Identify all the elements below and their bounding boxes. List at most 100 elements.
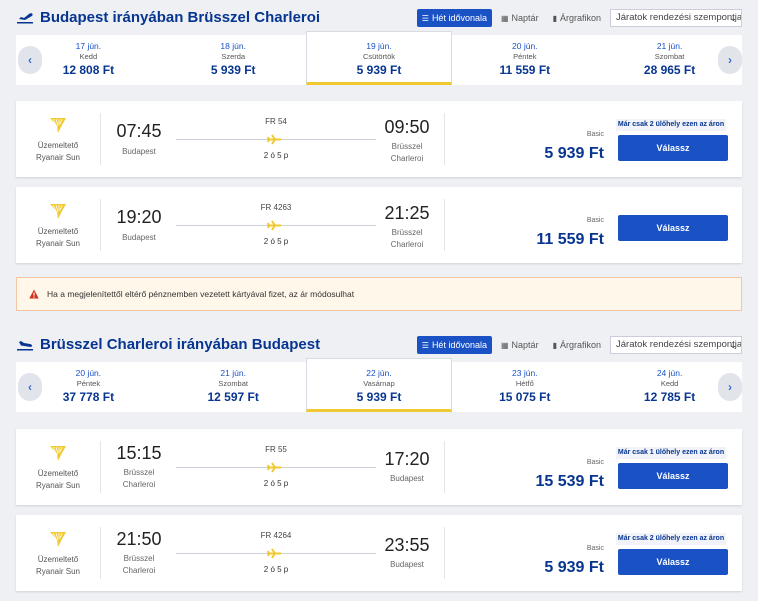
select-flight-button[interactable]: Válassz: [618, 463, 728, 489]
plane-icon: [267, 220, 281, 231]
arrival-city-line2: Charleroi: [390, 154, 424, 163]
outbound-date-strip: ‹ 17 jún. Kedd 12 808 Ft 18 jún. Szerda 5 93…: [16, 31, 742, 85]
fare-type: Basic: [586, 545, 604, 552]
chart-view-button[interactable]: ▮ Árgrafikon: [547, 9, 606, 27]
divider: [100, 113, 101, 165]
flight-price: 5 939 Ft: [544, 559, 604, 576]
select-flight-button[interactable]: Válassz: [618, 215, 728, 241]
divider: [100, 527, 101, 579]
outbound-header: Budapest irányában Brüsszel Charleroi ☰ H…: [0, 7, 758, 33]
plane-landing-icon: [17, 340, 33, 350]
select-flight-button[interactable]: Válassz: [618, 135, 728, 161]
bar-chart-icon: ▮: [552, 340, 557, 350]
date-cell[interactable]: 17 jún. Kedd 12 808 Ft: [62, 41, 115, 77]
week-view-button[interactable]: ☰ Hét idővonala: [416, 336, 492, 354]
seats-left-badge: Már csak 1 ülőhely ezen az áron: [616, 447, 726, 459]
chevron-down-icon: ⌄: [729, 13, 737, 23]
bar-chart-icon: ▮: [552, 13, 557, 23]
date-cell-selected[interactable]: 22 jún. Vasárnap 5 939 Ft: [305, 358, 453, 412]
arrival-time: 17:20: [384, 449, 430, 469]
next-week-button[interactable]: ›: [718, 373, 742, 401]
airline-info: Üzemeltető Ryanair Sun: [16, 429, 100, 505]
flight-card[interactable]: Üzemeltető Ryanair Sun 07:45 Budapest FR…: [16, 101, 742, 177]
warning-triangle-icon: [29, 289, 39, 299]
flight-duration: 2 ó 5 p: [263, 151, 289, 160]
departure-city-line2: Charleroi: [122, 480, 156, 489]
departure-time: 21:50: [116, 529, 162, 549]
prev-week-button[interactable]: ‹: [18, 373, 42, 401]
flight-card[interactable]: Üzemeltető Ryanair Sun 15:15 Brüsszel Ch…: [16, 429, 742, 505]
timeline-icon: ☰: [421, 13, 429, 23]
flight-duration: 2 ó 5 p: [263, 565, 289, 574]
select-flight-button[interactable]: Válassz: [618, 549, 728, 575]
calendar-icon: ▦: [500, 340, 509, 350]
calendar-view-button[interactable]: ▦ Naptár: [495, 9, 544, 27]
date-cell[interactable]: 21 jún. Szombat 28 965 Ft: [643, 41, 696, 77]
divider: [444, 199, 445, 251]
date-cell[interactable]: 21 jún. Szombat 12 597 Ft: [207, 368, 259, 404]
arrival-time: 09:50: [384, 117, 430, 137]
fare-type: Basic: [586, 217, 604, 224]
date-cell[interactable]: 24 jún. Kedd 12 785 Ft: [643, 368, 696, 404]
divider: [444, 441, 445, 493]
plane-takeoff-icon: [17, 12, 33, 23]
flight-number: FR 55: [265, 445, 287, 454]
flight-number: FR 4263: [260, 203, 292, 212]
seats-left-badge: Már csak 2 ülőhely ezen az áron: [616, 533, 726, 545]
flight-card[interactable]: Üzemeltető Ryanair Sun 21:50 Brüsszel Ch…: [16, 515, 742, 591]
airline-info: Üzemeltető Ryanair Sun: [16, 101, 100, 177]
ryanair-harp-icon: [50, 532, 66, 547]
sort-dropdown[interactable]: Járatok rendezési szempontja: ⌄: [610, 9, 742, 27]
divider: [100, 199, 101, 251]
flight-card[interactable]: Üzemeltető Ryanair Sun 19:20 Budapest FR…: [16, 187, 742, 263]
divider: [100, 441, 101, 493]
ryanair-harp-icon: [50, 204, 66, 219]
chevron-down-icon: ⌄: [729, 340, 737, 350]
flight-price: 15 539 Ft: [535, 473, 604, 490]
date-cell-selected[interactable]: 19 jún. Csütörtök 5 939 Ft: [305, 31, 453, 85]
plane-icon: [267, 548, 281, 559]
departure-time: 19:20: [116, 207, 162, 227]
arrival-city-line2: Charleroi: [390, 240, 424, 249]
arrival-city: Brüsszel: [391, 228, 423, 237]
calendar-icon: ▦: [500, 13, 509, 23]
date-cell[interactable]: 23 jún. Hétfő 15 075 Ft: [499, 368, 551, 404]
week-view-button[interactable]: ☰ Hét idővonala: [416, 9, 492, 27]
departure-time: 07:45: [116, 121, 162, 141]
arrival-city: Budapest: [390, 474, 424, 483]
arrival-city: Brüsszel: [391, 142, 423, 151]
arrival-city: Budapest: [390, 560, 424, 569]
date-cell[interactable]: 20 jún. Péntek 37 778 Ft: [62, 368, 115, 404]
divider: [444, 527, 445, 579]
plane-icon: [267, 462, 281, 473]
date-cell[interactable]: 18 jún. Szerda 5 939 Ft: [210, 41, 256, 77]
date-cell[interactable]: 20 jún. Péntek 11 559 Ft: [499, 41, 551, 77]
return-title: Brüsszel Charleroi irányában Budapest: [16, 336, 320, 353]
currency-warning: Ha a megjelenítettől eltérő pénznemben v…: [16, 277, 742, 311]
flight-duration: 2 ó 5 p: [263, 479, 289, 488]
flight-price: 5 939 Ft: [544, 145, 604, 162]
prev-week-button[interactable]: ‹: [18, 46, 42, 74]
flight-number: FR 4264: [260, 531, 292, 540]
seats-left-badge: Már csak 2 ülőhely ezen az áron: [616, 119, 726, 131]
outbound-title: Budapest irányában Brüsszel Charleroi: [16, 9, 320, 26]
plane-icon: [267, 134, 281, 145]
flight-number: FR 54: [265, 117, 287, 126]
ryanair-harp-icon: [50, 118, 66, 133]
arrival-time: 21:25: [384, 203, 430, 223]
calendar-view-button[interactable]: ▦ Naptár: [495, 336, 544, 354]
next-week-button[interactable]: ›: [718, 46, 742, 74]
airline-info: Üzemeltető Ryanair Sun: [16, 515, 100, 591]
chart-view-button[interactable]: ▮ Árgrafikon: [547, 336, 606, 354]
fare-type: Basic: [586, 459, 604, 466]
departure-city: Brüsszel: [123, 468, 155, 477]
departure-city: Brüsszel: [123, 554, 155, 563]
sort-dropdown[interactable]: Járatok rendezési szempontja: ⌄: [610, 336, 742, 354]
flight-duration: 2 ó 5 p: [263, 237, 289, 246]
airline-info: Üzemeltető Ryanair Sun: [16, 187, 100, 263]
divider: [444, 113, 445, 165]
return-header: Brüsszel Charleroi irányában Budapest ☰ H…: [0, 334, 758, 360]
departure-time: 15:15: [116, 443, 162, 463]
ryanair-harp-icon: [50, 446, 66, 461]
return-date-strip: ‹ 20 jún. Péntek 37 778 Ft 21 jún. Szombat 1…: [16, 358, 742, 412]
